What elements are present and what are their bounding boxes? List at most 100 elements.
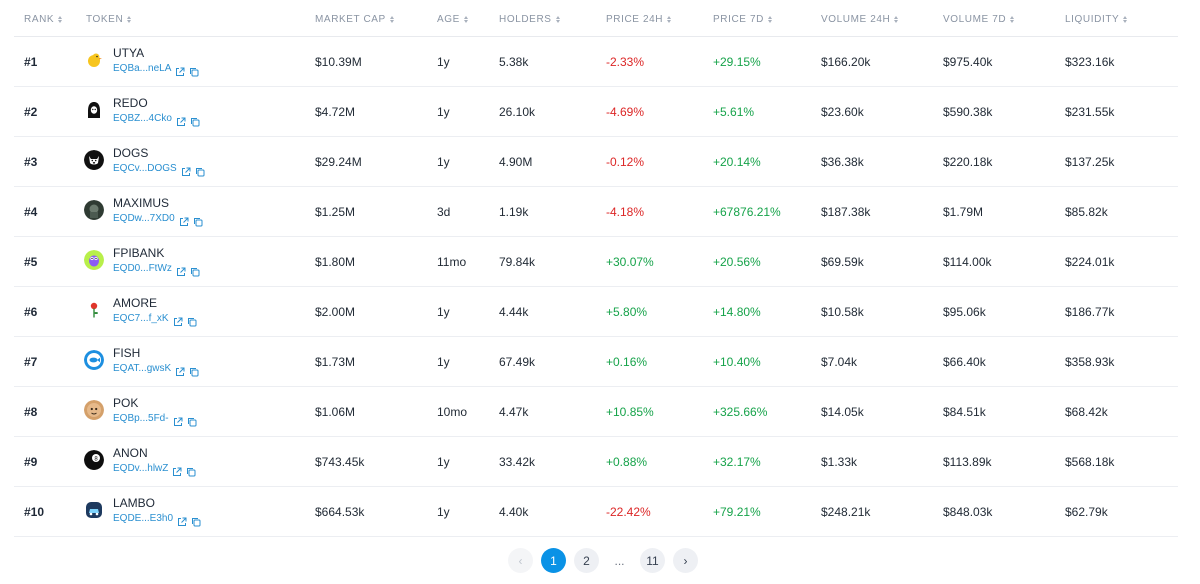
token-name[interactable]: LAMBO (113, 496, 156, 510)
table-row[interactable]: #2 REDO EQBZ...4Cko $4.72M 1y 26.10k -4.69% +5.… (14, 87, 1178, 137)
table-row[interactable]: #10 LAMBO EQDE...E3h0 $664.53k 1y 4.40k -22.42… (14, 487, 1178, 537)
token-address-link[interactable]: EQDE...E3h0 (113, 513, 174, 524)
token-name[interactable]: DOGS (113, 146, 149, 160)
external-link-icon[interactable] (172, 464, 182, 476)
liquidity-cell: $186.77k (1065, 305, 1115, 319)
page-1-button[interactable]: 1 (541, 548, 566, 573)
copy-icon[interactable] (195, 164, 205, 176)
token-address-link[interactable]: EQBp...5Fd- (113, 413, 169, 424)
market-cap-cell: $664.53k (315, 505, 365, 519)
copy-icon[interactable] (187, 414, 197, 426)
column-header-age[interactable]: AGE (437, 14, 468, 25)
token-address-link[interactable]: EQAT...gwsK (113, 363, 172, 374)
column-header-price-7d[interactable]: PRICE 7D (713, 14, 772, 25)
table-row[interactable]: #5 FPIBANK EQD0...FtWz $1.80M 11mo 79.84k +30.… (14, 237, 1178, 287)
external-link-icon[interactable] (179, 214, 189, 226)
token-address-link[interactable]: EQD0...FtWz (113, 263, 172, 274)
external-link-icon[interactable] (181, 164, 191, 176)
token-name[interactable]: FPIBANK (113, 246, 165, 260)
table-row[interactable]: #4 MAXIMUS EQDw...7XD0 $1.25M 3d 1.19k -4.18% +… (14, 187, 1178, 237)
copy-icon[interactable] (190, 114, 200, 126)
liquidity-cell: $323.16k (1065, 55, 1115, 69)
liquidity-cell: $85.82k (1065, 205, 1108, 219)
token-address-link[interactable]: EQBZ...4Cko (113, 113, 172, 124)
token-name[interactable]: ANON (113, 446, 148, 460)
token-address-link[interactable]: EQCv...DOGS (113, 163, 177, 174)
age-cell: 1y (437, 305, 450, 319)
table-row[interactable]: #8 POK EQBp...5Fd- $1.06M 10mo 4.47k +10.85% +3… (14, 387, 1178, 437)
token-address-link[interactable]: EQDv...hlwZ (113, 463, 169, 474)
page-11-button[interactable]: 11 (640, 548, 665, 573)
column-header-label: LIQUIDITY (1065, 14, 1120, 25)
duck-icon (84, 50, 104, 70)
volume-7d-cell: $95.06k (943, 305, 986, 319)
external-link-icon[interactable] (176, 264, 186, 276)
page-2-button[interactable]: 2 (574, 548, 599, 573)
token-address-link[interactable]: EQC7...f_xK (113, 313, 169, 324)
external-link-icon[interactable] (173, 314, 183, 326)
price-7d-cell: +67876.21% (713, 205, 781, 219)
column-header-label: PRICE 7D (713, 14, 764, 25)
market-cap-cell: $1.25M (315, 205, 356, 219)
hooded-figure-icon (84, 100, 104, 120)
token-name[interactable]: FISH (113, 346, 141, 360)
price-7d-cell: +20.56% (713, 255, 761, 269)
token-address-link[interactable]: EQBa...neLA (113, 63, 172, 74)
external-link-icon[interactable] (175, 64, 185, 76)
token-name[interactable]: POK (113, 396, 139, 410)
column-header-price-24h[interactable]: PRICE 24H (606, 14, 672, 25)
token-name[interactable]: MAXIMUS (113, 196, 170, 210)
volume-24h-cell: $1.33k (821, 455, 858, 469)
copy-icon[interactable] (191, 514, 201, 526)
external-link-icon[interactable] (177, 514, 187, 526)
copy-icon[interactable] (193, 214, 203, 226)
next-page-button[interactable]: › (673, 548, 698, 573)
volume-7d-cell: $1.79M (943, 205, 984, 219)
column-header-holders[interactable]: HOLDERS (499, 14, 560, 25)
price-7d-cell: +20.14% (713, 155, 761, 169)
holders-cell: 1.19k (499, 205, 529, 219)
copy-icon[interactable] (186, 464, 196, 476)
copy-icon[interactable] (190, 264, 200, 276)
column-header-label: HOLDERS (499, 14, 552, 25)
price-7d-cell: +29.15% (713, 55, 761, 69)
copy-icon[interactable] (189, 64, 199, 76)
token-name[interactable]: REDO (113, 96, 148, 110)
column-header-token[interactable]: TOKEN (86, 14, 132, 25)
copy-icon[interactable] (189, 364, 199, 376)
price-24h-cell: +30.07% (606, 255, 654, 269)
external-link-icon[interactable] (175, 364, 185, 376)
table-row[interactable]: #3 DOGS EQCv...DOGS $29.24M 1y 4.90M -0.12% +20… (14, 137, 1178, 187)
token-cell: MAXIMUS EQDw...7XD0 (84, 196, 203, 226)
liquidity-cell: $358.93k (1065, 355, 1115, 369)
column-header-label: PRICE 24H (606, 14, 664, 25)
volume-7d-cell: $84.51k (943, 405, 986, 419)
price-24h-cell: -0.12% (606, 155, 645, 169)
sort-icon (389, 16, 394, 23)
column-header-rank[interactable]: RANK (24, 14, 63, 25)
price-24h-cell: +0.16% (606, 355, 648, 369)
market-cap-cell: $1.73M (315, 355, 356, 369)
table-row[interactable]: #1 UTYA EQBa...neLA $10.39M 1y 5.38k -2.33% +29… (14, 37, 1178, 87)
table-row[interactable]: #9 8 ANON EQDv...hlwZ $743.45k 1y 33.42k +0.88%… (14, 437, 1178, 487)
external-link-icon[interactable] (176, 114, 186, 126)
external-link-icon[interactable] (173, 414, 183, 426)
sort-icon (58, 16, 63, 23)
volume-24h-cell: $10.58k (821, 305, 864, 319)
token-address-link[interactable]: EQDw...7XD0 (113, 213, 175, 224)
token-name[interactable]: AMORE (113, 296, 158, 310)
column-header-liquidity[interactable]: LIQUIDITY (1065, 14, 1128, 25)
age-cell: 1y (437, 105, 450, 119)
table-row[interactable]: #7 FISH EQAT...gwsK $1.73M 1y 67.49k +0.16% +10… (14, 337, 1178, 387)
column-header-volume-7d[interactable]: VOLUME 7D (943, 14, 1015, 25)
column-header-volume-24h[interactable]: VOLUME 24H (821, 14, 899, 25)
table-row[interactable]: #6 AMORE EQC7...f_xK $2.00M 1y 4.44k +5.80% +14… (14, 287, 1178, 337)
prev-page-button[interactable]: ‹ (508, 548, 533, 573)
column-header-market-cap[interactable]: MARKET CAP (315, 14, 394, 25)
rank-cell: #8 (24, 405, 38, 419)
volume-24h-cell: $69.59k (821, 255, 864, 269)
token-name[interactable]: UTYA (113, 46, 145, 60)
holders-cell: 4.44k (499, 305, 529, 319)
token-cell: FPIBANK EQD0...FtWz (84, 246, 200, 276)
copy-icon[interactable] (187, 314, 197, 326)
